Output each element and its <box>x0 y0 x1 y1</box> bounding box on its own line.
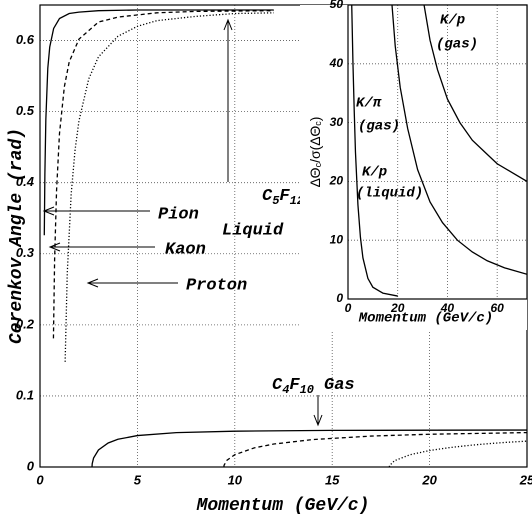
arrow-head <box>223 18 233 31</box>
inset-plot: 0 20 40 60 0 10 20 30 40 50 <box>329 0 528 315</box>
x-tick-label: 0 <box>36 472 44 487</box>
annotation: (gas) <box>436 37 478 53</box>
annotation: C5F12 <box>262 187 304 208</box>
data-line <box>43 9 274 236</box>
annotation: K/p <box>362 165 387 181</box>
data-line <box>223 431 527 467</box>
main-plot: 0 5 10 15 20 25 0 0.1 0.2 0.3 0.4 0.5 0.6 <box>16 4 532 487</box>
y-tick-label: 0.3 <box>16 245 35 260</box>
x-tick-label: 5 <box>134 472 142 487</box>
x-tick-label: 0 <box>345 301 352 315</box>
y-tick-label: 0 <box>27 458 35 473</box>
x-tick-label: 25 <box>519 472 532 487</box>
x-axis-title: Momentum (GeV/c) <box>196 496 370 516</box>
x-axis-title: Momentum (GeV/c) <box>358 311 493 327</box>
data-line <box>52 10 274 339</box>
annotation: Liquid <box>222 221 284 240</box>
y-tick-label: 0.2 <box>16 316 35 331</box>
y-tick-label: 0.6 <box>16 32 35 47</box>
y-tick-label: 0.5 <box>16 103 35 118</box>
y-tick-label: 10 <box>330 232 344 246</box>
plot-frame <box>347 4 528 300</box>
data-line <box>391 5 527 275</box>
y-tick-label: 0.1 <box>16 387 34 402</box>
x-tick-label: 15 <box>325 472 340 487</box>
arrow-head <box>48 242 61 252</box>
arrow-head <box>42 206 55 216</box>
annotation: Pion <box>158 205 199 224</box>
y-axis-title: Cerenkov Angle (rad) <box>7 128 27 344</box>
y-tick-label: 40 <box>329 56 344 70</box>
annotation: (gas) <box>358 119 400 135</box>
annotation: K/p <box>440 13 465 29</box>
annotation: Kaon <box>165 240 206 259</box>
data-line <box>423 5 527 182</box>
x-tick-label: 60 <box>490 301 504 315</box>
x-tick-label: 40 <box>440 301 455 315</box>
data-line <box>388 440 527 467</box>
arrow-head <box>86 278 99 288</box>
data-line <box>91 429 527 467</box>
annotation: Proton <box>186 276 247 295</box>
annotation: (liquid) <box>356 186 423 202</box>
y-tick-label: 0.4 <box>16 174 35 189</box>
annotation: C4F10 Gas <box>272 376 355 397</box>
annotation: K/π <box>356 96 382 112</box>
y-tick-label: 0 <box>336 291 343 305</box>
data-line <box>351 5 398 297</box>
inset-background <box>300 5 527 330</box>
y-axis-title: ΔΘc/σ(ΔΘc) <box>307 117 324 188</box>
y-tick-label: 20 <box>329 174 344 188</box>
x-tick-label: 20 <box>390 301 405 315</box>
arrow-head <box>313 414 323 427</box>
y-tick-label: 50 <box>330 0 344 11</box>
data-line <box>64 12 274 362</box>
x-tick-label: 10 <box>228 472 243 487</box>
x-tick-label: 20 <box>421 472 437 487</box>
y-tick-label: 30 <box>330 115 344 129</box>
